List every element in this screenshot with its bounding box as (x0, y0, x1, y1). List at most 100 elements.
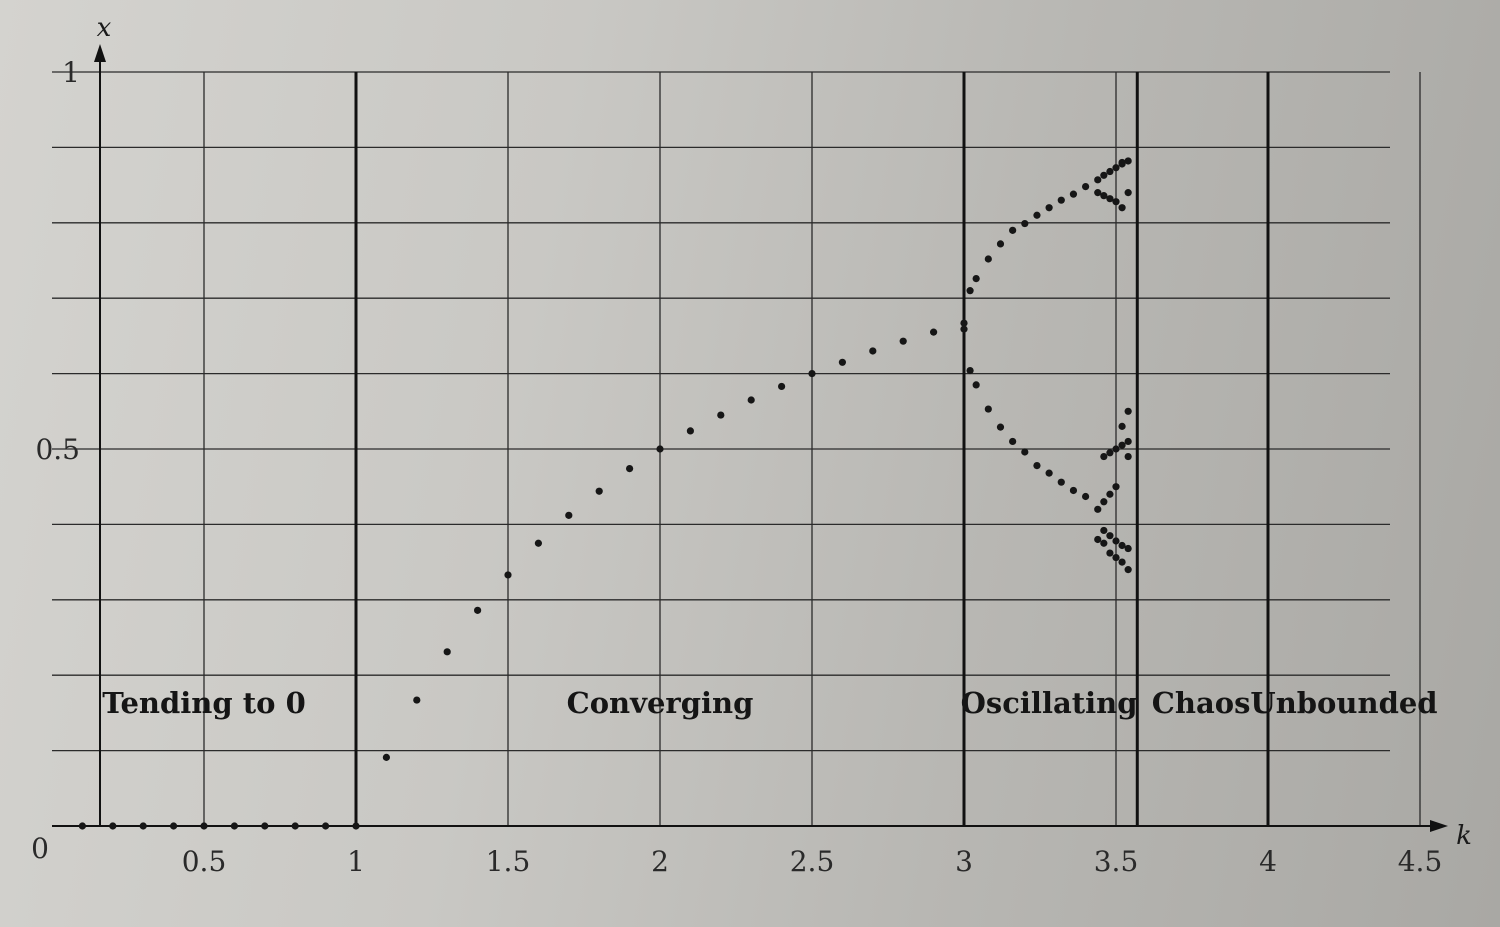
region-label: Converging (567, 686, 754, 720)
k-tick-label: 3 (955, 845, 973, 878)
data-point (413, 696, 421, 704)
data-point (1009, 226, 1017, 234)
data-point (1094, 189, 1102, 197)
data-point (626, 465, 634, 473)
data-point (352, 822, 360, 830)
data-point (1112, 198, 1120, 206)
data-point (1045, 204, 1053, 212)
data-point (1124, 566, 1132, 574)
x-axis-arrow (94, 44, 106, 62)
k-tick-label: 4.5 (1398, 845, 1443, 878)
data-point (1009, 437, 1017, 446)
data-point (1100, 539, 1108, 547)
data-point (1118, 441, 1126, 449)
data-point (899, 337, 907, 345)
region-label: Tending to 0 (102, 686, 306, 720)
k-axis-arrow (1430, 820, 1448, 832)
data-point (230, 822, 238, 830)
region-labels: Tending to 0 Converging Oscillating Chaos Un… (102, 686, 1437, 720)
k-tick-label: 2.5 (790, 845, 835, 878)
data-point (139, 822, 147, 830)
data-point (534, 539, 543, 547)
data-point (1021, 448, 1029, 456)
data-point (984, 405, 992, 413)
data-point (1057, 196, 1065, 204)
data-point (443, 648, 451, 656)
data-point (778, 382, 786, 391)
data-point (1106, 167, 1114, 176)
region-label: Unbounded (1250, 686, 1437, 720)
region-boundaries (354, 72, 1270, 826)
data-point (1112, 445, 1120, 453)
data-point (1112, 164, 1120, 172)
region-label: Chaos (1152, 686, 1251, 720)
data-point (996, 423, 1005, 431)
data-point (1118, 204, 1126, 212)
data-point (960, 325, 968, 333)
data-point (1094, 505, 1102, 513)
data-point (1100, 498, 1108, 506)
x-tick-label: 0.5 (35, 433, 80, 466)
data-point (1100, 192, 1108, 200)
data-point (1112, 483, 1120, 491)
data-point (1100, 171, 1108, 179)
horizontal-gridlines (52, 71, 1390, 752)
data-point (1033, 211, 1041, 219)
axes: xk (52, 13, 1472, 851)
data-point (261, 822, 269, 830)
data-point (504, 571, 512, 579)
data-point (747, 396, 755, 404)
data-point (972, 381, 980, 389)
data-point (1106, 490, 1114, 498)
data-point (1124, 452, 1132, 461)
k-tick-label: 2 (651, 845, 669, 878)
data-point (1100, 452, 1108, 461)
data-point (656, 445, 664, 453)
data-point (808, 370, 816, 378)
data-point (930, 328, 938, 336)
data-point (78, 822, 86, 830)
data-point (1069, 190, 1078, 198)
tick-labels: 0.5 1 1.5 2 2.5 3 3.5 4 4.5 0.5 1 0 (31, 56, 1442, 878)
data-point (1118, 158, 1126, 167)
data-point (170, 822, 178, 830)
data-point (1069, 486, 1078, 495)
data-point (972, 274, 980, 283)
data-point (1124, 157, 1132, 165)
k-tick-label: 1 (347, 845, 365, 878)
data-point (322, 822, 330, 830)
data-point (1118, 558, 1126, 566)
x-tick-label: 1 (62, 56, 80, 89)
data-point (1124, 407, 1132, 415)
data-point (291, 822, 299, 830)
data-point (838, 358, 847, 366)
data-point (1106, 532, 1114, 540)
data-point (109, 822, 117, 830)
data-point (1124, 437, 1132, 446)
data-point (1094, 176, 1102, 184)
data-point (717, 411, 725, 419)
data-point (996, 240, 1005, 248)
data-point (1057, 478, 1065, 486)
data-point (984, 255, 992, 263)
data-point (200, 822, 208, 830)
data-point (595, 487, 603, 495)
data-point (1021, 219, 1029, 228)
data-point (1112, 553, 1120, 562)
data-point (1106, 449, 1114, 457)
data-point (1118, 541, 1126, 550)
data-point (474, 606, 482, 614)
data-point (565, 511, 573, 519)
data-point (686, 427, 695, 435)
data-point (1124, 544, 1132, 553)
data-point (1094, 535, 1102, 544)
data-point (1082, 183, 1090, 191)
data-point (1045, 469, 1053, 477)
data-point (966, 287, 974, 295)
data-point (1124, 189, 1132, 197)
k-tick-label: 4 (1259, 845, 1277, 878)
data-point (1082, 492, 1090, 501)
origin-label: 0 (31, 832, 49, 865)
